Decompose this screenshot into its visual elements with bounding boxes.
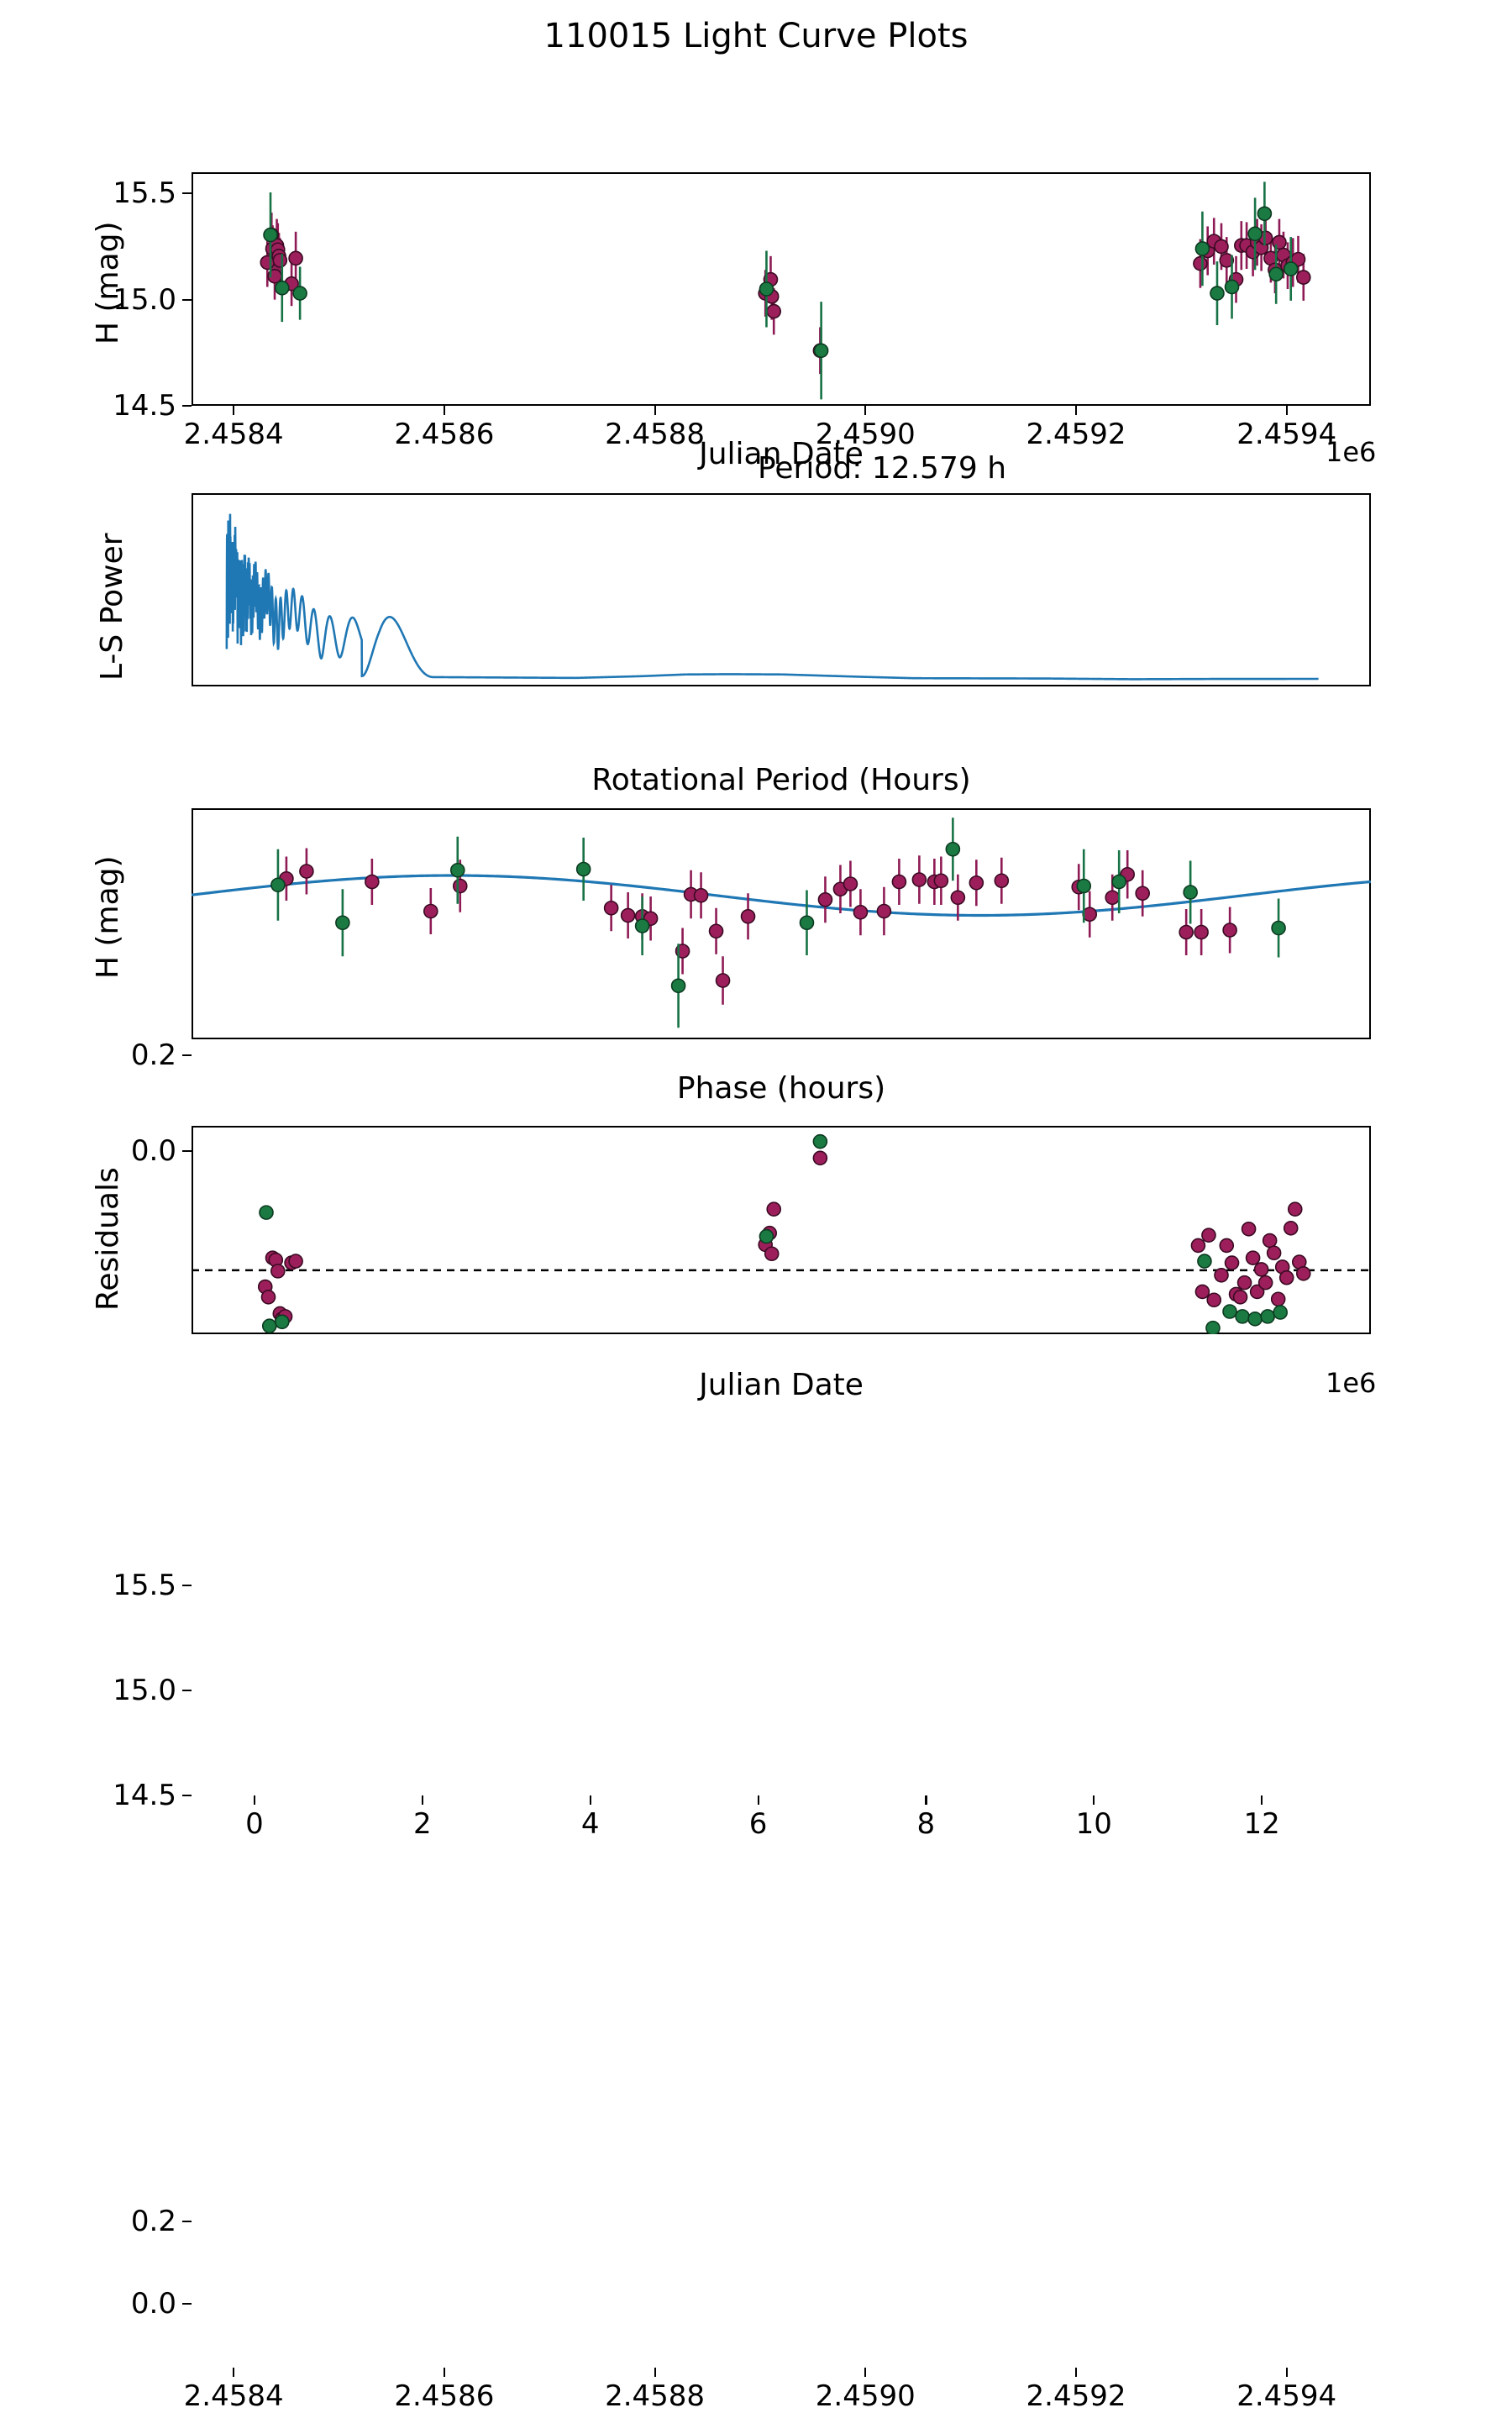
xtick-label: 2 bbox=[412, 1807, 432, 1841]
ytick-mark bbox=[182, 2220, 192, 2222]
ytick-mark bbox=[182, 192, 192, 195]
xtick-label: 10 bbox=[1075, 1807, 1112, 1841]
ytick-label: 15.5 bbox=[113, 176, 176, 211]
xaxis-label-phase: Phase (hours) bbox=[676, 1071, 886, 1106]
panel-phase-folded: 14.5 15.0 15.5 0 2 4 6 8 10 12 Phase (hours) H (m… bbox=[0, 756, 1512, 1841]
xtick-label: 2.4586 bbox=[394, 418, 495, 451]
panel-raw-lightcurve: 14.5 15.0 15.5 2.4584 2.4586 2.4588 2.4590 2.45… bbox=[0, 0, 1512, 471]
xtick-mark bbox=[864, 406, 867, 415]
xtick-mark bbox=[443, 406, 446, 415]
xtick-label: 0 bbox=[245, 1807, 264, 1841]
xtick-mark bbox=[1285, 406, 1288, 415]
xtick-mark bbox=[1093, 1795, 1095, 1805]
xtick-mark bbox=[233, 2368, 235, 2377]
xtick-label: 6 bbox=[748, 1807, 768, 1841]
series-magenta bbox=[257, 1150, 1311, 1327]
xtick-label: 8 bbox=[916, 1807, 936, 1841]
xaxis-offset-residuals: 1e6 bbox=[1326, 1367, 1377, 1399]
axes-frame-residuals bbox=[192, 1126, 1371, 1334]
ytick-mark bbox=[182, 405, 192, 407]
ytick-label: 0.0 bbox=[130, 2286, 176, 2321]
ytick-mark bbox=[182, 298, 192, 301]
xtick-label: 2.4588 bbox=[605, 2379, 706, 2413]
xtick-label: 2.4594 bbox=[1236, 418, 1337, 451]
ytick-mark bbox=[182, 2302, 192, 2305]
xtick-mark bbox=[1075, 2368, 1078, 2377]
period-annotation: Period: 12.579 h bbox=[757, 451, 1007, 486]
xtick-mark bbox=[654, 406, 656, 415]
yaxis-label-residuals: Residuals bbox=[91, 1167, 125, 1311]
xaxis-offset-raw: 1e6 bbox=[1326, 436, 1377, 468]
yaxis-label-periodogram: L-S Power bbox=[95, 533, 129, 681]
series-green bbox=[259, 1133, 1288, 1334]
xtick-mark bbox=[864, 2368, 867, 2377]
axes-frame-raw bbox=[192, 172, 1371, 406]
ytick-mark bbox=[182, 1150, 192, 1153]
xtick-label: 2.4584 bbox=[183, 418, 284, 451]
yaxis-label-raw: H (mag) bbox=[91, 221, 125, 344]
plot-area-phase bbox=[192, 817, 1371, 1028]
ytick-label: 0.0 bbox=[130, 1134, 176, 1169]
xtick-label: 2.4584 bbox=[183, 2379, 284, 2413]
xaxis-label-residuals: Julian Date bbox=[699, 1368, 864, 1402]
series-magenta bbox=[260, 213, 1311, 375]
xtick-label: 2.4590 bbox=[815, 2379, 916, 2413]
sinusoid-fit-curve bbox=[192, 874, 1371, 917]
ytick-label: 15.0 bbox=[113, 1674, 176, 1707]
xtick-mark bbox=[1285, 2368, 1288, 2377]
axes-frame-periodogram bbox=[192, 493, 1371, 686]
xtick-mark bbox=[589, 1795, 591, 1805]
xtick-mark bbox=[253, 1795, 256, 1805]
xtick-mark bbox=[757, 1795, 759, 1805]
periodogram-curve bbox=[225, 513, 1319, 681]
xtick-label: 2.4588 bbox=[605, 418, 706, 451]
ytick-label: 14.5 bbox=[113, 389, 176, 423]
series-green bbox=[270, 817, 1286, 1028]
xtick-mark bbox=[1261, 1795, 1263, 1805]
xtick-mark bbox=[443, 2368, 446, 2377]
yaxis-label-phase: H (mag) bbox=[91, 855, 125, 979]
panel-residuals: 0.0 0.2 2.4584 2.4586 2.4588 2.4590 2.4592 2.45… bbox=[0, 1033, 1512, 2413]
ytick-label: 0.2 bbox=[130, 1038, 176, 1072]
xtick-mark bbox=[421, 1795, 423, 1805]
ytick-mark bbox=[182, 1690, 192, 1692]
plot-area-raw bbox=[260, 181, 1311, 400]
ytick-mark bbox=[182, 1054, 192, 1056]
xtick-label: 2.4590 bbox=[815, 418, 916, 451]
xaxis-label-periodogram: Rotational Period (Hours) bbox=[591, 763, 971, 797]
xtick-label: 4 bbox=[580, 1807, 600, 1841]
xtick-label: 2.4594 bbox=[1236, 2379, 1337, 2413]
xtick-label: 2.4586 bbox=[394, 2379, 495, 2413]
xtick-label: 12 bbox=[1243, 1807, 1280, 1841]
xtick-mark bbox=[925, 1795, 927, 1805]
xtick-label: 2.4592 bbox=[1026, 2379, 1126, 2413]
plot-area-residuals bbox=[192, 1133, 1371, 1334]
ytick-mark bbox=[182, 1585, 192, 1587]
series-magenta bbox=[279, 848, 1237, 1005]
xtick-mark bbox=[1075, 406, 1078, 415]
plot-area-periodogram bbox=[225, 513, 1319, 681]
ytick-label: 15.0 bbox=[113, 282, 176, 317]
series-green bbox=[263, 181, 1299, 400]
xtick-mark bbox=[654, 2368, 656, 2377]
panel-periodogram: 0.00.2010002000300040005000 Period: 12.5… bbox=[0, 451, 1512, 1202]
ytick-label: 0.2 bbox=[130, 2204, 176, 2238]
xaxis-label-raw: Julian Date bbox=[699, 437, 864, 471]
page-title: 110015 Light Curve Plots bbox=[543, 17, 969, 55]
ytick-mark bbox=[182, 1795, 192, 1797]
xtick-mark bbox=[233, 406, 235, 415]
axes-frame-phase bbox=[192, 808, 1371, 1039]
ytick-label: 15.5 bbox=[113, 1569, 176, 1602]
ytick-label: 14.5 bbox=[113, 1779, 176, 1812]
xtick-label: 2.4592 bbox=[1026, 418, 1126, 451]
